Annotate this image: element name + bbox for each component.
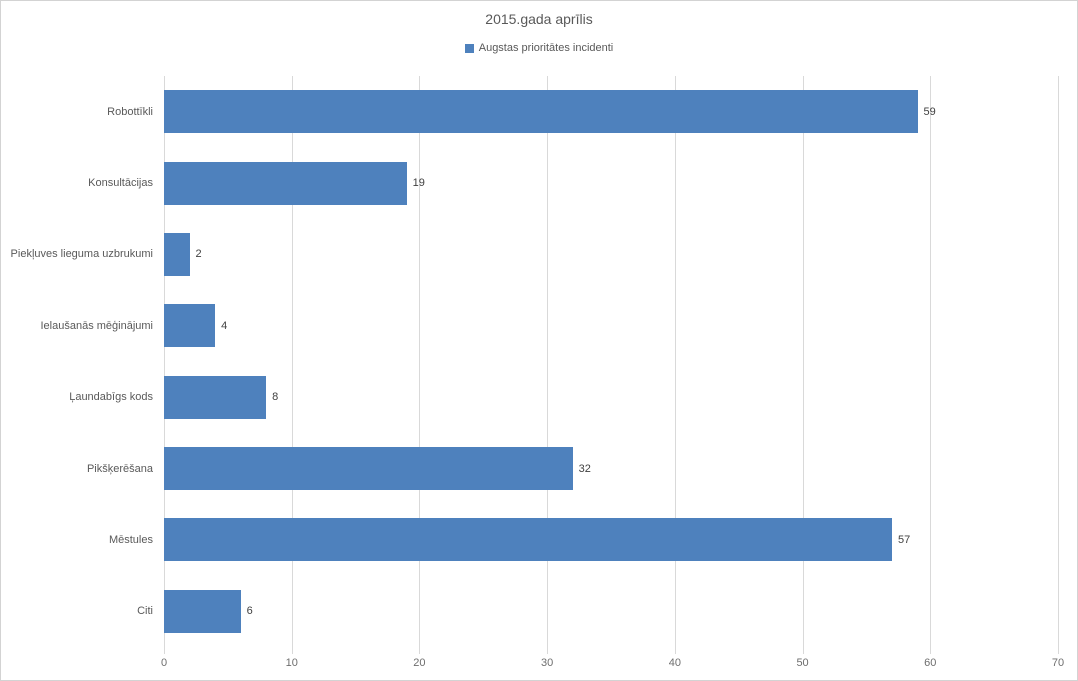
bar-value-label: 59 bbox=[923, 105, 936, 118]
legend: Augstas prioritātes incidenti bbox=[1, 42, 1077, 54]
bar-value-label: 19 bbox=[412, 177, 425, 190]
bar bbox=[164, 447, 573, 491]
bar-row: 2 bbox=[164, 219, 1058, 290]
gridline bbox=[802, 76, 804, 654]
bar-value-label: 4 bbox=[221, 319, 228, 332]
bar-value-label: 32 bbox=[578, 462, 591, 475]
value-axis-labels: 0 10 20 30 40 50 60 70 bbox=[1, 657, 1077, 673]
plot-area: 59 19 2 4 8 32 57 6 bbox=[164, 76, 1059, 654]
bar-value-label: 8 bbox=[272, 391, 279, 404]
bar bbox=[164, 589, 241, 633]
category-label: Ielaušanās mēģinājumi bbox=[40, 319, 153, 332]
bar bbox=[164, 232, 190, 276]
bar-value-label: 57 bbox=[897, 533, 911, 546]
bar bbox=[164, 90, 918, 134]
x-tick-label: 70 bbox=[1051, 657, 1065, 669]
gridline bbox=[1058, 76, 1059, 654]
bar-row: 19 bbox=[164, 147, 1058, 218]
bar-row: 6 bbox=[164, 576, 1058, 647]
category-label: Pikšķerēšana bbox=[86, 462, 153, 475]
x-tick-label: 10 bbox=[285, 657, 298, 669]
gridline bbox=[291, 76, 293, 654]
bar-row: 8 bbox=[164, 362, 1058, 433]
x-tick-label: 30 bbox=[541, 657, 554, 669]
gridline bbox=[419, 76, 421, 654]
bar-value-label: 2 bbox=[195, 248, 202, 261]
category-label: Konsultācijas bbox=[88, 177, 153, 190]
gridline bbox=[674, 76, 676, 654]
gridline bbox=[547, 76, 549, 654]
x-tick-label: 20 bbox=[413, 657, 426, 669]
category-label: Piekļuves lieguma uzbrukumi bbox=[10, 248, 153, 261]
chart-title: 2015.gada aprīlis bbox=[485, 11, 593, 27]
x-tick-label: 40 bbox=[668, 657, 681, 669]
bar-row: 59 bbox=[164, 76, 1058, 147]
bar-value-label: 6 bbox=[246, 605, 253, 618]
bar bbox=[164, 304, 216, 348]
x-tick-label: 50 bbox=[796, 657, 809, 669]
bar-series: 59 19 2 4 8 32 57 6 bbox=[164, 76, 1058, 647]
bar-row: 4 bbox=[164, 290, 1058, 361]
category-label: Citi bbox=[137, 605, 153, 618]
bar-row: 57 bbox=[164, 504, 1058, 575]
bar bbox=[164, 518, 892, 562]
category-label: Robottīkli bbox=[107, 105, 153, 118]
x-tick-label: 60 bbox=[924, 657, 937, 669]
bar bbox=[164, 161, 407, 205]
legend-label: Augstas prioritātes incidenti bbox=[478, 42, 614, 54]
category-label: Ļaundabīgs kods bbox=[69, 391, 153, 404]
bar-row: 32 bbox=[164, 433, 1058, 504]
x-tick-label: 0 bbox=[160, 657, 168, 669]
legend-marker-icon bbox=[464, 43, 474, 53]
bar bbox=[164, 375, 267, 419]
category-axis-labels: Robottīkli Konsultācijas Piekļuves lieguma… bbox=[1, 76, 153, 647]
gridline bbox=[930, 76, 932, 654]
category-label: Mēstules bbox=[108, 533, 153, 546]
gridline bbox=[164, 76, 165, 654]
